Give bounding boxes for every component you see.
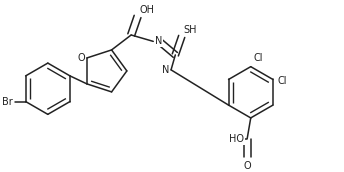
- Text: N: N: [155, 36, 162, 46]
- Text: O: O: [243, 161, 251, 171]
- Text: Br: Br: [2, 96, 13, 106]
- Text: SH: SH: [183, 25, 197, 35]
- Text: O: O: [77, 53, 85, 63]
- Text: OH: OH: [139, 5, 154, 15]
- Text: Cl: Cl: [277, 76, 287, 86]
- Text: Cl: Cl: [254, 53, 263, 63]
- Text: HO: HO: [229, 134, 244, 144]
- Text: N: N: [162, 65, 169, 75]
